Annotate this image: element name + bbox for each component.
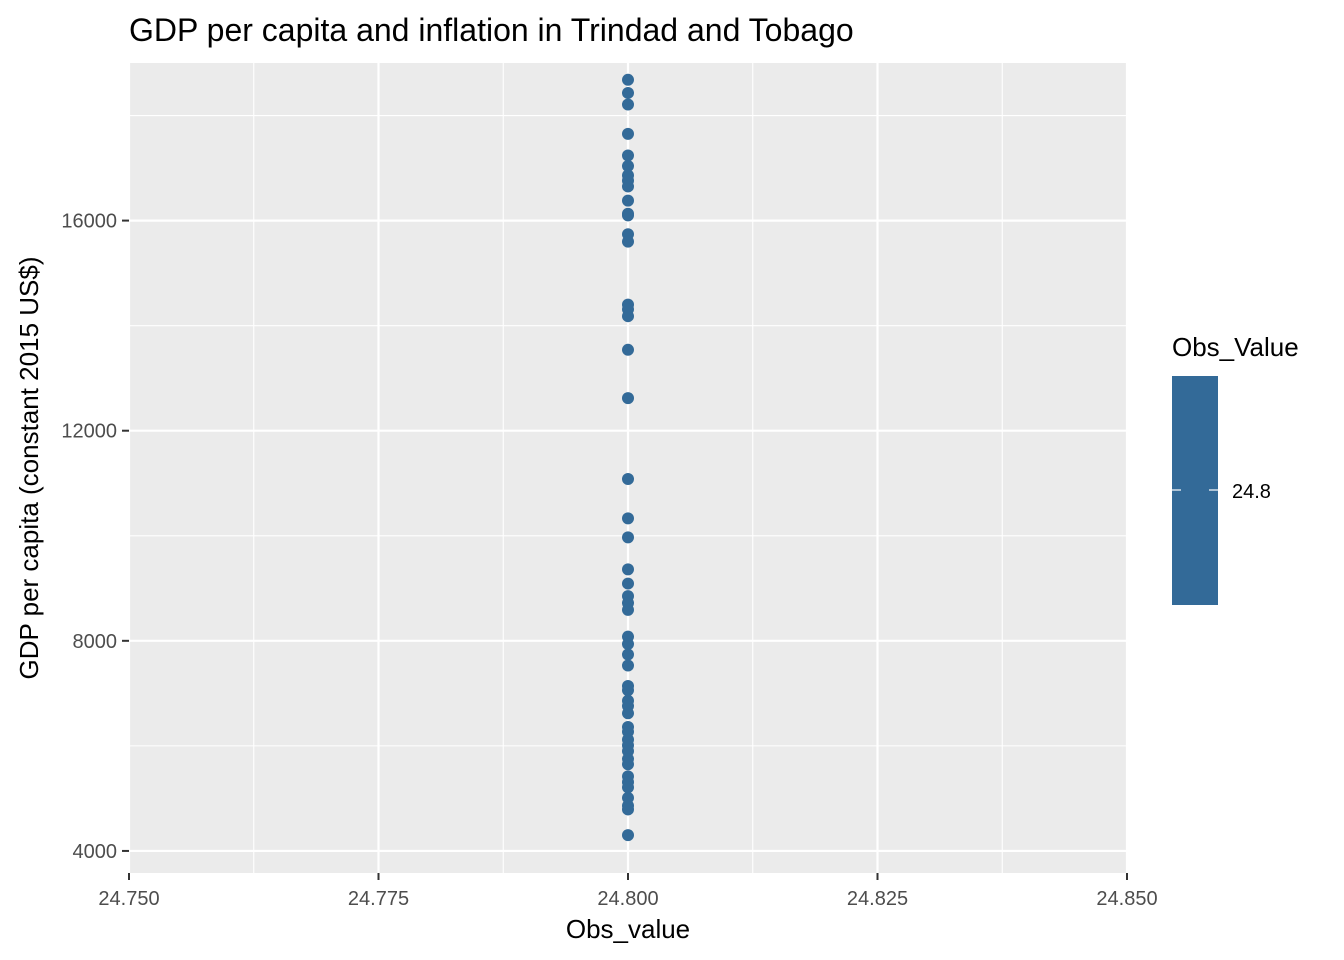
x-tick-label: 24.750 — [98, 888, 159, 910]
data-point — [622, 637, 634, 650]
data-point — [622, 577, 634, 590]
data-point — [622, 684, 634, 697]
data-point — [622, 310, 634, 323]
data-point — [622, 98, 634, 111]
y-tick-label: 16000 — [61, 211, 117, 233]
data-point — [622, 531, 634, 544]
data-point — [622, 512, 634, 525]
y-axis: 4000 8000 12000 16000 — [61, 211, 129, 863]
x-tick-label: 24.800 — [597, 888, 658, 910]
data-point — [622, 149, 634, 162]
data-point — [622, 86, 634, 99]
y-tick-label: 12000 — [61, 421, 117, 443]
data-point — [622, 73, 634, 86]
y-tick-label: 4000 — [73, 841, 118, 863]
x-tick-label: 24.850 — [1096, 888, 1157, 910]
data-point — [622, 473, 634, 486]
data-point — [622, 127, 634, 140]
data-point — [622, 392, 634, 405]
data-point — [622, 648, 634, 661]
legend-title: Obs_Value — [1172, 332, 1299, 362]
data-point — [622, 803, 634, 816]
y-axis-title: GDP per capita (constant 2015 US$) — [14, 257, 44, 680]
data-point — [622, 159, 634, 172]
x-axis-title: Obs_value — [566, 914, 690, 944]
data-point — [622, 781, 634, 794]
legend-label: 24.8 — [1232, 481, 1271, 503]
data-point — [622, 343, 634, 356]
chart-title: GDP per capita and inflation in Trindad … — [129, 12, 854, 48]
data-point — [622, 659, 634, 672]
y-tick-label: 8000 — [73, 631, 118, 653]
data-point — [622, 707, 634, 720]
x-axis: 24.750 24.775 24.800 24.825 24.850 — [98, 873, 1158, 910]
data-point — [622, 603, 634, 616]
data-point — [622, 758, 634, 771]
legend: Obs_Value 24.8 — [1172, 332, 1299, 605]
x-tick-label: 24.825 — [847, 888, 908, 910]
x-tick-label: 24.775 — [348, 888, 409, 910]
data-point — [622, 180, 634, 193]
data-point — [622, 235, 634, 248]
data-point — [622, 829, 634, 842]
data-point — [622, 563, 634, 576]
data-point — [622, 209, 634, 222]
data-point — [622, 194, 634, 207]
data-points — [622, 73, 634, 842]
